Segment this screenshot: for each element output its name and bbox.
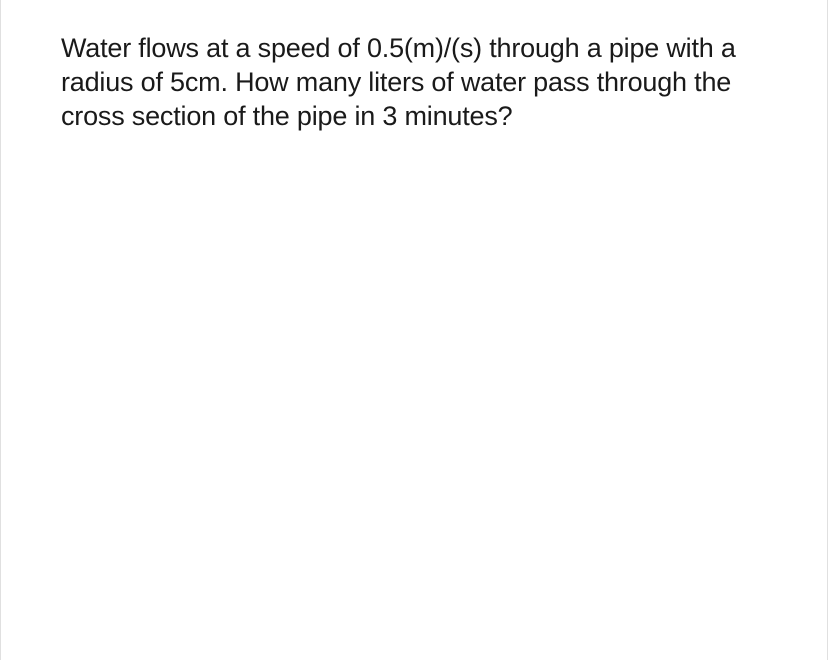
- question-container: Water flows at a speed of 0.5(m)/(s) thr…: [0, 0, 828, 660]
- question-text: Water flows at a speed of 0.5(m)/(s) thr…: [61, 32, 767, 133]
